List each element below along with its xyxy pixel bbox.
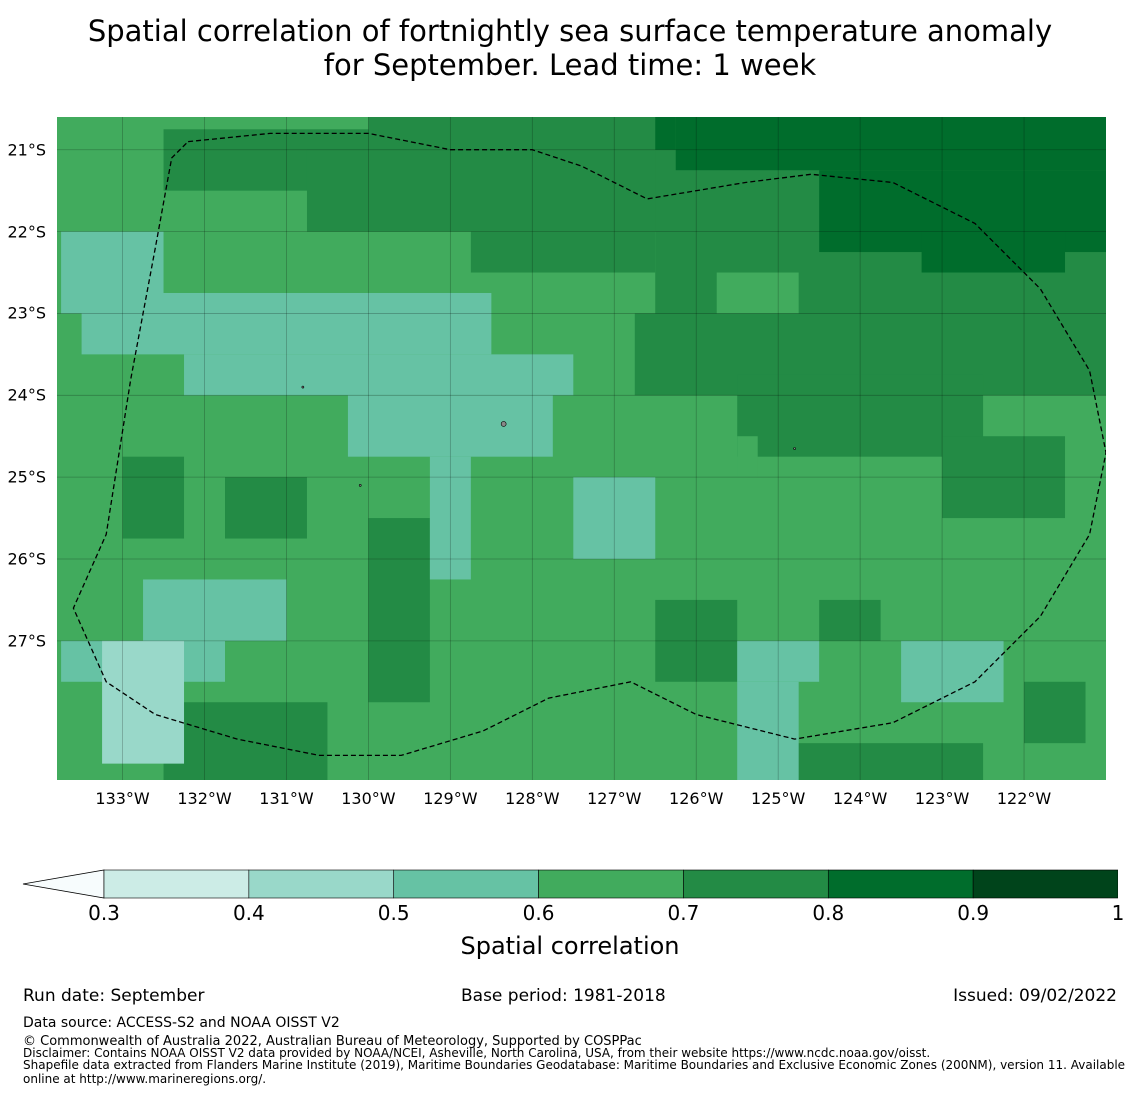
colorbar-extend-arrow [22,869,105,899]
correlation-region-10 [470,231,656,273]
colorbar-segment-3 [538,869,684,899]
correlation-region-22 [347,395,553,457]
correlation-region-32 [737,436,758,478]
lon-tick-label: 127°W [587,789,642,808]
lon-tick-label: 130°W [341,789,396,808]
correlation-region-24 [573,477,656,559]
lon-tick-label: 125°W [751,789,806,808]
correlation-region-27 [737,640,820,682]
lon-tick-label: 132°W [177,789,232,808]
chart-title: Spatial correlation of fortnightly sea s… [0,14,1140,82]
shapefile-credit-line-1: Shapefile data extracted from Flanders M… [23,1058,1126,1072]
lon-tick-label: 128°W [505,789,560,808]
island-1 [301,385,305,389]
lat-tick-label: 23°S [7,303,46,323]
colorbar-tick-label: 0.7 [667,901,700,925]
lon-tick-label: 126°W [669,789,724,808]
colorbar-tick-label: 0.4 [232,901,265,925]
colorbar-segment-4 [683,869,829,899]
correlation-region-25 [143,579,287,641]
correlation-region-18 [1024,681,1086,744]
correlation-region-11 [122,456,185,539]
title-line-1: Spatial correlation of fortnightly sea s… [87,14,1053,48]
run-date: Run date: September [23,986,205,1006]
correlation-region-20 [81,292,492,355]
lon-tick-label: 131°W [259,789,314,808]
island-0 [500,421,507,427]
correlation-region-21 [184,354,574,396]
eez-boundary [72,132,1106,757]
correlation-region-13 [368,518,430,703]
lon-tick-label: 129°W [423,789,478,808]
correlation-region-5 [921,231,1066,273]
lon-tick-label: 124°W [832,789,888,808]
title-line-2: for September. Lead time: 1 week [323,48,817,82]
island-2 [358,484,362,487]
shapefile-credit-line-2: online at http://www.marineregions.org/. [23,1072,267,1086]
colorbar-segment-6 [972,869,1118,899]
colorbar-segment-0 [103,869,250,899]
correlation-region-8 [942,436,1066,519]
correlation-region-30 [102,640,185,764]
correlation-region-15 [655,599,738,682]
correlation-map[interactable] [57,117,1106,780]
colorbar-segment-5 [827,869,974,899]
map-canvas [57,117,1106,780]
colorbar-segment-2 [393,869,539,899]
correlation-region-33 [655,117,676,150]
lat-tick-label: 21°S [7,140,46,160]
lon-tick-label: 133°W [95,789,150,808]
correlation-region-29 [737,681,799,780]
colorbar-tick-label: 0.9 [957,901,990,925]
island-3 [793,447,796,450]
correlation-region-23 [429,456,471,580]
lat-tick-label: 22°S [7,222,46,242]
lat-tick-label: 27°S [7,631,46,651]
colorbar-tick-label: 0.8 [812,901,845,925]
correlation-region-16 [819,599,881,641]
colorbar [22,869,1118,899]
correlation-region-1 [368,117,676,232]
lat-tick-label: 26°S [7,549,46,569]
lon-tick-label: 123°W [914,789,970,808]
colorbar-tick-label: 0.3 [88,901,120,925]
base-period: Base period: 1981-2018 [461,986,666,1006]
copyright: © Commonwealth of Australia 2022, Austra… [23,1034,642,1049]
lat-tick-label: 25°S [7,467,46,487]
correlation-region-3 [675,117,1106,171]
colorbar-tick-label: 1 [1111,901,1125,925]
colorbar-tick-label: 0.6 [522,901,555,925]
correlation-region-28 [901,640,1004,703]
colorbar-tick-label: 0.5 [377,901,410,925]
lon-tick-label: 122°W [996,789,1052,808]
correlation-region-12 [225,477,307,539]
colorbar-label: Spatial correlation [460,932,680,960]
issued-date: Issued: 09/02/2022 [953,986,1117,1006]
lat-tick-label: 24°S [7,385,46,405]
colorbar-segment-1 [248,869,395,899]
data-source: Data source: ACCESS-S2 and NOAA OISST V2 [23,1015,340,1031]
correlation-region-31 [716,272,799,314]
correlation-region-14 [163,702,328,780]
correlation-region-9 [306,149,410,232]
disclaimer: Disclaimer: Contains NOAA OISST V2 data … [23,1046,931,1060]
